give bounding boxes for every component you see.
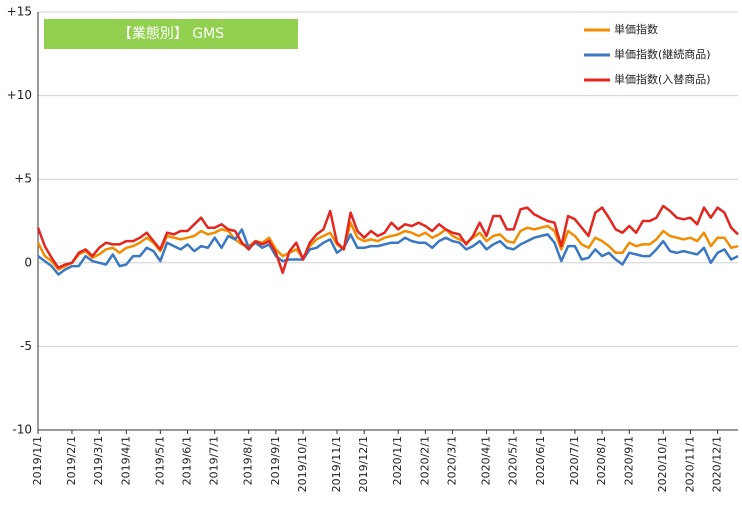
x-tick-label: 2020/4/1 [480,436,493,485]
legend-label: 単価指数(継続商品) [614,47,711,61]
x-tick-label: 2019/3/1 [92,436,105,485]
x-tick-label: 2019/8/1 [242,436,255,485]
y-tick-label: +10 [7,88,32,102]
x-tick-label: 2019/11/1 [330,436,343,492]
x-tick-label: 2020/3/1 [446,436,459,485]
y-tick-label: +15 [7,5,32,19]
x-tick-label: 2019/2/1 [65,436,78,485]
y-tick-label: -5 [20,339,32,353]
y-tick-label: +5 [14,172,32,186]
x-tick-label: 2020/8/1 [595,436,608,485]
title-box [44,19,298,49]
y-tick-label: -10 [12,423,32,437]
x-tick-label: 2019/9/1 [269,436,282,485]
legend-label: 単価指数(入替商品) [614,72,711,86]
x-tick-label: 2020/9/1 [622,436,635,485]
legend-label: 単価指数 [614,22,658,36]
x-tick-label: 2020/5/1 [507,436,520,485]
x-tick-label: 2019/5/1 [153,436,166,485]
series-line [37,228,739,276]
x-tick-label: 2019/1/1 [31,436,44,485]
x-tick-label: 2020/6/1 [534,436,547,485]
y-tick-label: 0 [24,255,32,269]
x-tick-label: 2020/2/1 [418,436,431,485]
x-tick-label: 2020/1/1 [391,436,404,485]
x-tick-label: 2019/6/1 [181,436,194,485]
x-tick-label: 2020/11/1 [683,436,696,492]
x-tick-label: 2019/4/1 [119,436,132,485]
x-tick-label: 2019/12/1 [357,436,370,492]
x-tick-label: 2019/7/1 [208,436,221,485]
x-tick-label: 2019/10/1 [296,436,309,492]
x-tick-label: 2020/12/1 [711,436,724,492]
x-tick-label: 2020/7/1 [568,436,581,485]
x-tick-label: 2020/10/1 [656,436,669,492]
chart-title: 【業態別】 GMS [118,26,224,42]
series-line [36,204,739,275]
